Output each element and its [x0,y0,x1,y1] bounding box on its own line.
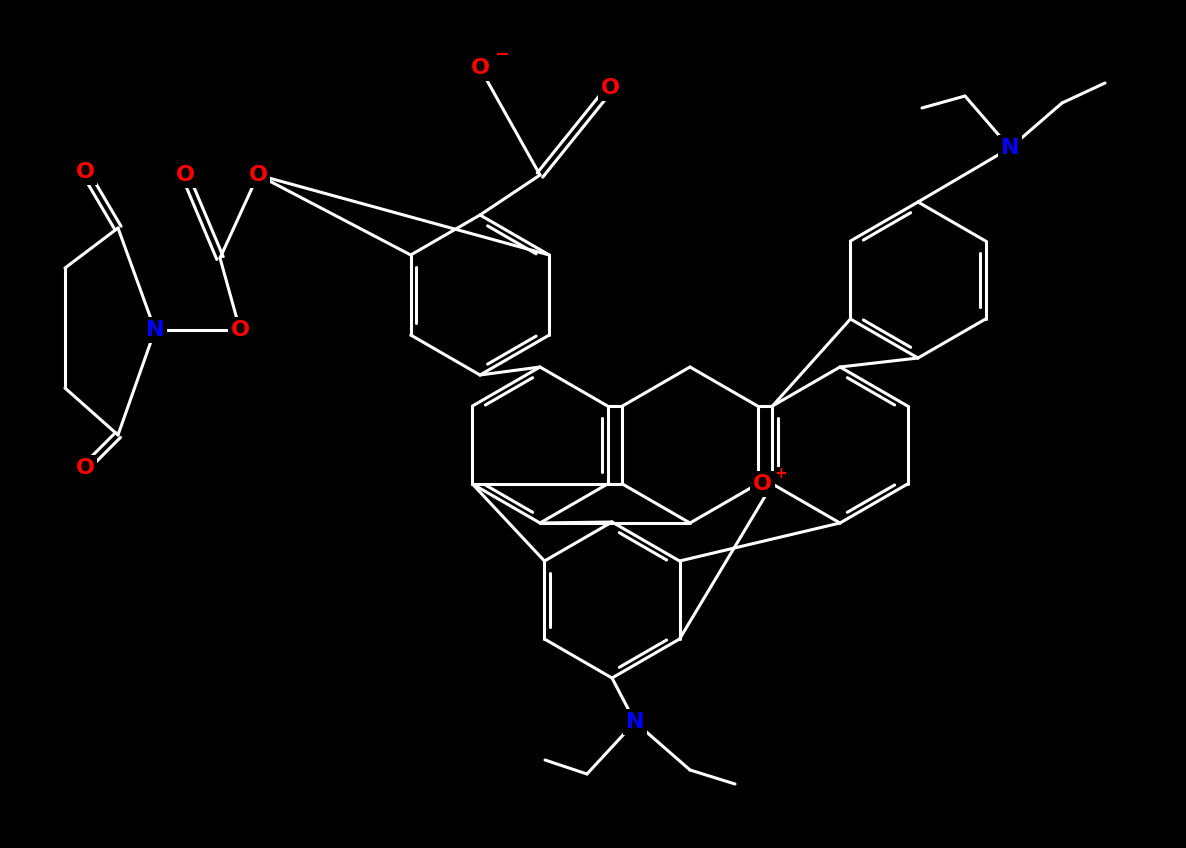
Text: O: O [176,165,195,185]
Text: O: O [76,458,95,478]
Text: O: O [753,474,772,494]
Text: N: N [1001,138,1019,158]
Text: N: N [626,712,644,732]
Text: O: O [230,320,249,340]
Text: N: N [146,320,164,340]
Text: O: O [600,78,619,98]
Text: +: + [774,466,788,482]
Text: −: − [495,46,510,64]
Text: O: O [249,165,268,185]
Text: O: O [76,162,95,182]
Text: O: O [471,58,490,78]
